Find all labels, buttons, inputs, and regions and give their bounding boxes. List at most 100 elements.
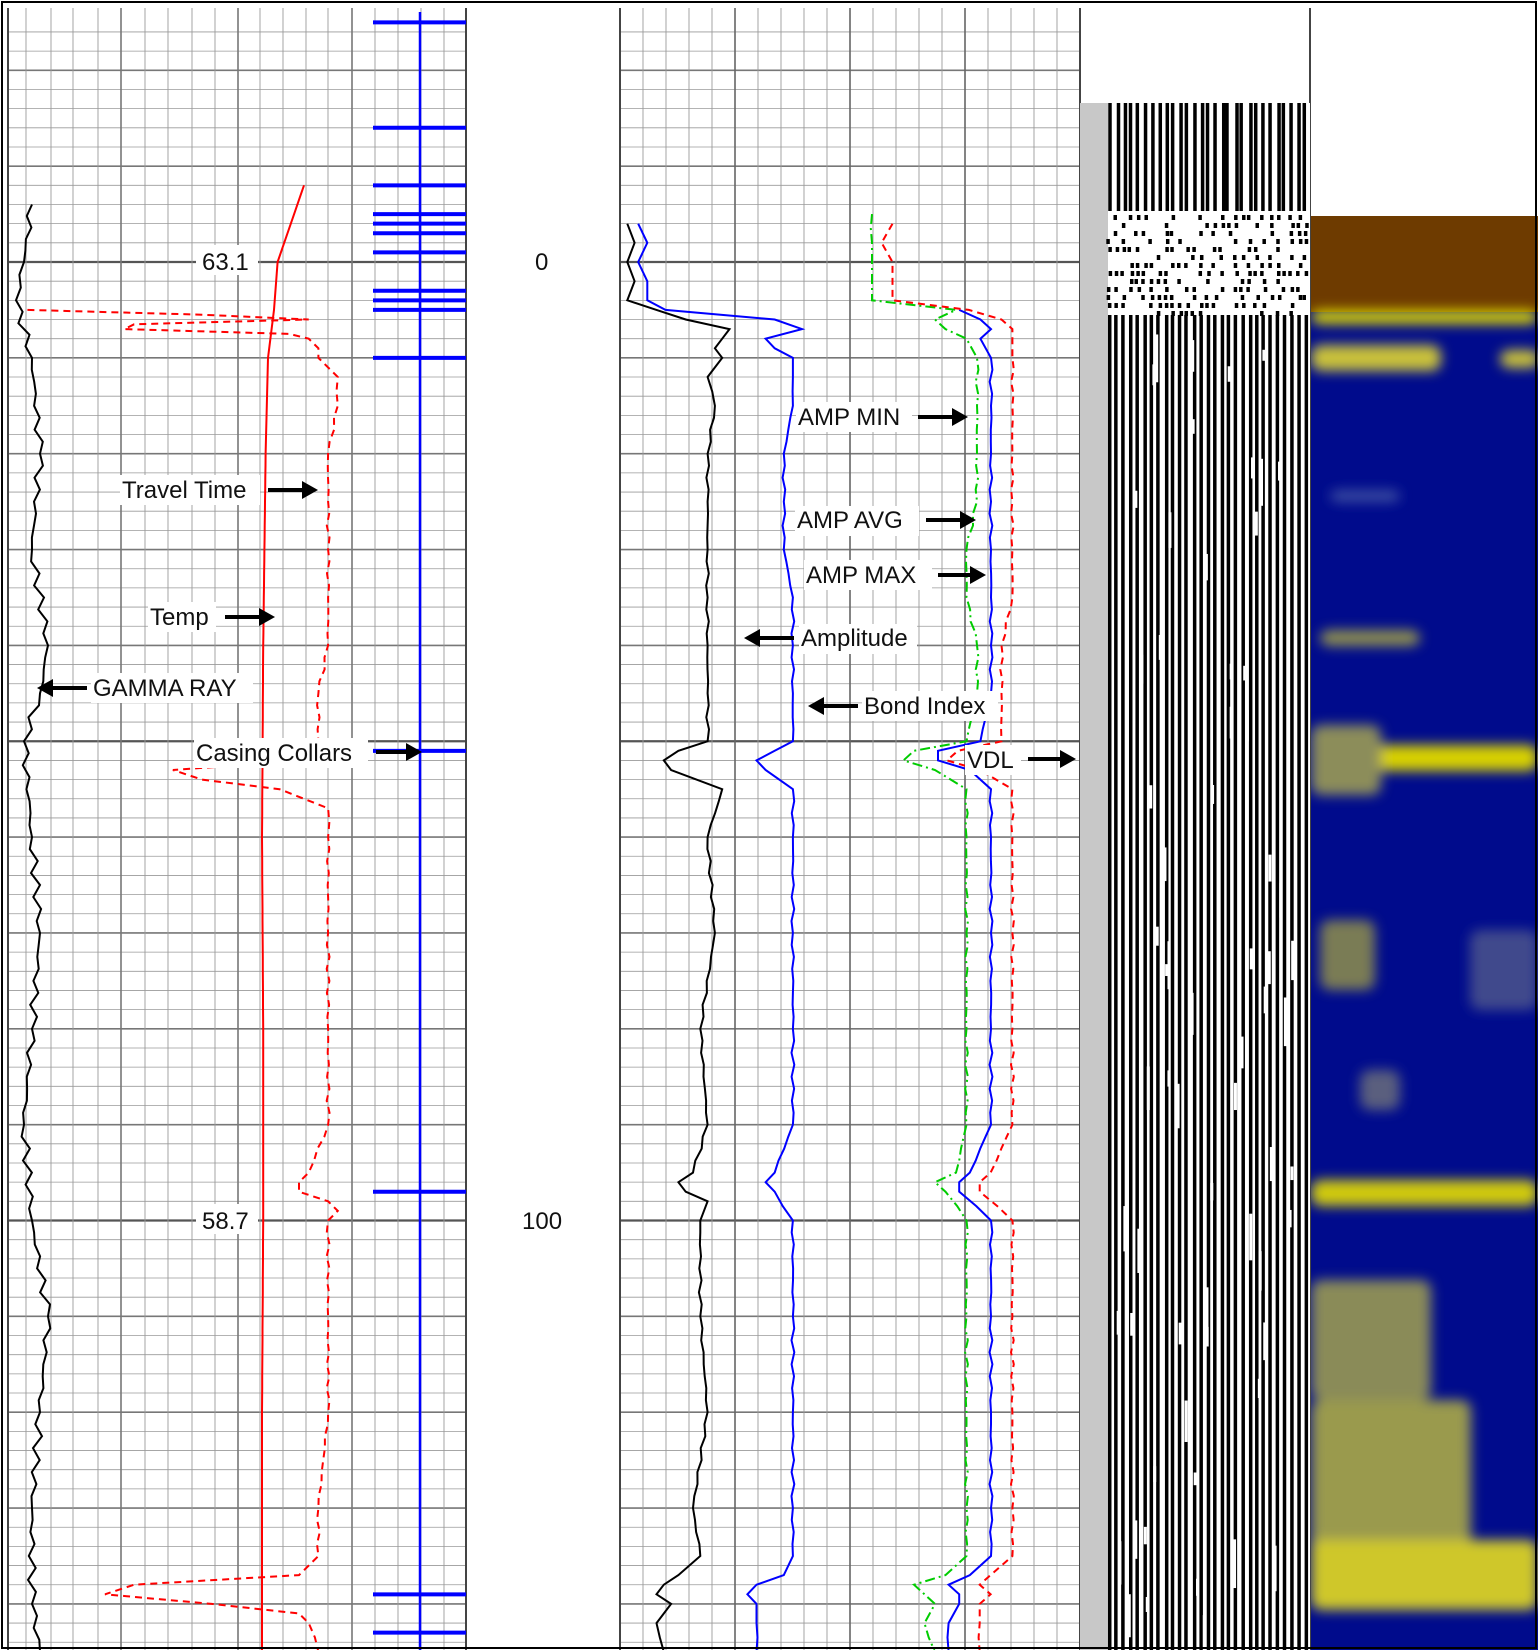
curve-amplitude <box>625 223 732 1650</box>
map-casing-band <box>1311 216 1538 312</box>
vdl-wave-band <box>1302 255 1307 260</box>
vdl-wave-band <box>1170 247 1174 252</box>
vdl-wave-gap <box>1153 1466 1157 1483</box>
curve-amp-avg <box>937 308 994 1650</box>
vdl-wave-band <box>1136 215 1141 220</box>
vdl-wave-gap <box>1229 706 1233 739</box>
vdl-wave-band <box>1298 239 1303 244</box>
vdl-wave-gap <box>1163 847 1167 882</box>
curve-amp-max <box>880 223 1015 1650</box>
vdl-wave-band <box>1240 295 1245 300</box>
vdl-wave-gap <box>1167 941 1171 990</box>
vdl-wave-gap <box>1290 1166 1294 1181</box>
vdl-wave-band <box>1179 103 1183 211</box>
vdl-wave-band <box>1204 295 1209 300</box>
vdl-wave-band <box>1143 103 1148 211</box>
vdl-wave-band <box>1276 247 1280 252</box>
vdl-wave-gap <box>1249 948 1253 970</box>
vdl-wave-band <box>1120 271 1124 276</box>
vdl-wave-band <box>1198 271 1203 276</box>
curve-bond-index <box>637 223 806 1650</box>
curve-temp <box>260 184 305 1650</box>
depth-label-bottom: 100 <box>522 1208 562 1235</box>
arrow-right-icon <box>960 511 976 529</box>
vdl-wave-band <box>1268 103 1272 211</box>
vdl-wave-band <box>1282 315 1287 1650</box>
map-bond-patch <box>1311 1180 1538 1206</box>
vdl-wave-band <box>1141 231 1146 236</box>
vdl-wave-gap <box>1260 458 1264 506</box>
vdl-wave-band <box>1296 223 1301 228</box>
vdl-wave-band <box>1199 315 1203 1650</box>
vdl-wave-band <box>1190 311 1195 316</box>
scale-labels: 63.1 58.7 0 100 <box>196 245 562 1235</box>
vdl-wave-band <box>1262 303 1267 308</box>
vdl-waveform-track <box>1080 103 1310 1650</box>
vdl-wave-band <box>1260 263 1264 268</box>
vdl-wave-band <box>1275 311 1280 316</box>
vdl-wave-band <box>1277 263 1281 268</box>
cement-map-track <box>1311 216 1538 1650</box>
vdl-wave-gap <box>1257 1378 1261 1399</box>
vdl-wave-gap <box>1243 665 1247 681</box>
vdl-wave-gap <box>1233 1082 1237 1111</box>
vdl-wave-band <box>1192 315 1197 1650</box>
vdl-background <box>1080 103 1108 1650</box>
vdl-wave-band <box>1106 239 1110 244</box>
vdl-wave-band <box>1106 295 1111 300</box>
arrow-left-icon <box>744 629 760 647</box>
vdl-wave-band <box>1239 287 1243 292</box>
vdl-wave-band <box>1211 263 1215 268</box>
vdl-wave-band <box>1121 239 1126 244</box>
vdl-wave-gap <box>1278 461 1282 481</box>
vdl-wave-band <box>1304 271 1309 276</box>
vdl-wave-band <box>1169 231 1174 236</box>
vdl-wave-gap <box>1204 553 1208 581</box>
vdl-wave-band <box>1200 103 1205 211</box>
vdl-wave-band <box>1151 103 1155 211</box>
vdl-wave-gap <box>1165 964 1169 977</box>
vdl-wave-gap <box>1145 1597 1149 1612</box>
vdl-wave-band <box>1228 231 1233 236</box>
vdl-wave-gap <box>1161 353 1165 399</box>
vdl-wave-band <box>1184 311 1189 316</box>
vdl-wave-gap <box>1127 1594 1131 1638</box>
annotation-amp-avg: AMP AVG <box>797 507 903 534</box>
vdl-wave-band <box>1214 295 1219 300</box>
vdl-wave-band <box>1149 279 1154 284</box>
vdl-wave-band <box>1128 215 1133 220</box>
vdl-wave-band <box>1122 247 1127 252</box>
vdl-wave-band <box>1134 231 1138 236</box>
vdl-wave-gap <box>1229 663 1233 680</box>
vdl-wave-band <box>1141 279 1145 284</box>
vdl-wave-band <box>1113 231 1118 236</box>
vdl-wave-band <box>1234 215 1238 220</box>
arrow-right-icon <box>406 743 422 761</box>
vdl-wave-band <box>1241 255 1246 260</box>
vdl-wave-band <box>1156 255 1161 260</box>
vdl-wave-band <box>1260 215 1264 220</box>
curve-amp-min <box>869 214 980 1650</box>
vdl-wave-band <box>1123 103 1128 211</box>
vdl-wave-band <box>1171 311 1175 316</box>
arrow-right-icon <box>970 566 986 584</box>
vdl-wave-band <box>1255 255 1260 260</box>
vdl-wave-band <box>1281 103 1286 211</box>
vdl-wave-gap <box>1251 457 1255 479</box>
arrow-right-icon <box>952 408 968 426</box>
vdl-wave-band <box>1304 239 1309 244</box>
vdl-wave-band <box>1233 255 1237 260</box>
vdl-wave-band <box>1157 295 1162 300</box>
vdl-wave-band <box>1277 103 1281 211</box>
vdl-wave-band <box>1150 295 1155 300</box>
vdl-wave-band <box>1158 303 1163 308</box>
vdl-wave-band <box>1281 287 1286 292</box>
curve-gamma-ray <box>14 204 52 1650</box>
vdl-wave-band <box>1256 295 1260 300</box>
casing-collar-track <box>373 12 466 1650</box>
vdl-wave-band <box>1135 103 1140 211</box>
map-bond-patch <box>1320 630 1420 646</box>
vdl-wave-gap <box>1134 1520 1138 1559</box>
vdl-wave-band <box>1288 215 1292 220</box>
vdl-wave-band <box>1233 239 1238 244</box>
